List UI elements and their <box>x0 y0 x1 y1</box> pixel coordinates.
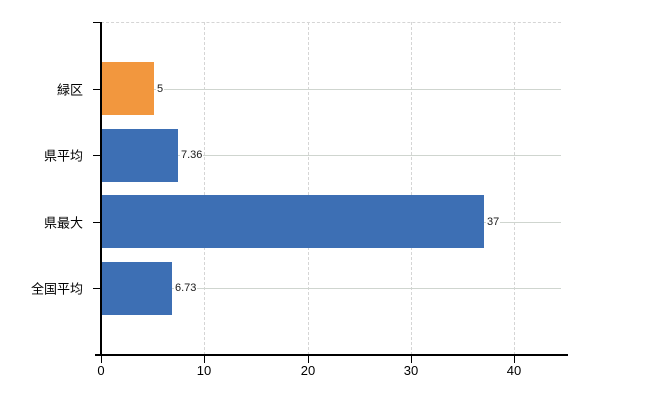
y-axis-line <box>100 22 102 355</box>
x-tick-label: 30 <box>403 363 419 378</box>
y-axis-end-tick <box>93 22 100 23</box>
vertical-gridline <box>411 22 413 355</box>
category-label: 全国平均 <box>30 281 83 297</box>
x-tick-label: 10 <box>196 363 212 378</box>
bar-value-label: 37 <box>486 215 501 229</box>
y-axis-tick <box>93 222 100 223</box>
x-axis-tick <box>308 356 309 363</box>
category-label: 県最大 <box>43 215 83 231</box>
bar-value-label: 6.73 <box>174 281 198 295</box>
category-label: 県平均 <box>43 148 83 164</box>
x-axis-line <box>95 354 568 356</box>
x-axis-tick <box>411 356 412 363</box>
bar-value-label: 7.36 <box>180 148 204 162</box>
category-label: 緑区 <box>56 82 83 98</box>
bar-県最大 <box>102 195 484 248</box>
category-gridline <box>101 155 561 156</box>
category-gridline <box>101 89 561 90</box>
bar-県平均 <box>102 129 178 182</box>
vertical-gridline <box>514 22 516 355</box>
bar-全国平均 <box>102 262 172 315</box>
plot-top-gridline <box>101 22 561 23</box>
x-axis-tick <box>101 356 102 363</box>
category-gridline <box>101 288 561 289</box>
bar-value-label: 5 <box>156 82 165 96</box>
x-tick-label: 20 <box>300 363 316 378</box>
x-tick-label: 0 <box>97 363 105 378</box>
y-axis-tick <box>93 155 100 156</box>
x-tick-label: 40 <box>506 363 522 378</box>
y-axis-tick <box>93 89 100 90</box>
vertical-gridline <box>307 22 309 355</box>
bar-緑区 <box>102 62 154 115</box>
x-axis-tick <box>514 356 515 363</box>
plot-area: 5 7.36 37 6.73 <box>101 22 561 355</box>
y-axis-tick <box>93 288 100 289</box>
x-axis-tick <box>204 356 205 363</box>
vertical-gridline <box>204 22 206 355</box>
